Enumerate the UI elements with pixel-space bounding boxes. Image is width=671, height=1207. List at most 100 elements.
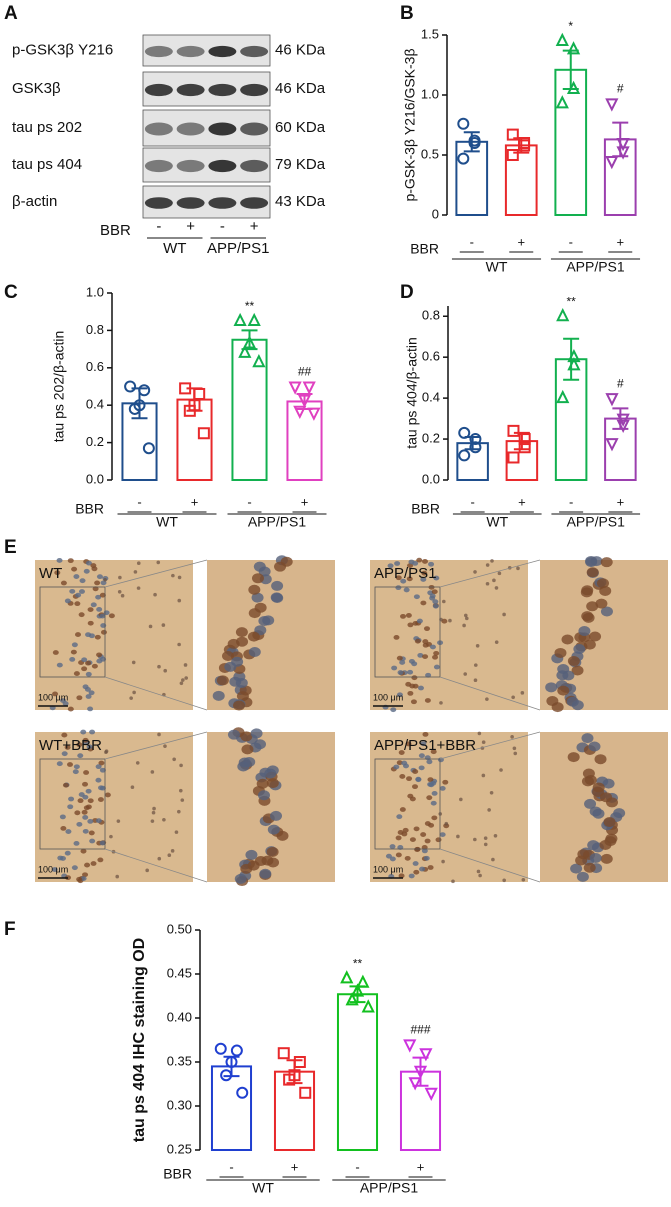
- y-axis-label: tau ps 202/β-actin: [51, 331, 67, 443]
- ihc-cell: [432, 603, 439, 609]
- x-tick-label: -: [569, 494, 573, 509]
- ihc-cell: [391, 665, 398, 671]
- inset-box: [374, 586, 441, 678]
- ihc-cell: [71, 642, 78, 648]
- ihc-cell: [431, 791, 438, 796]
- data-point: [297, 394, 312, 408]
- ihc-cell: [428, 561, 435, 567]
- ihc-cell: [418, 753, 425, 759]
- ihc-cell: [179, 763, 183, 768]
- data-point: [567, 357, 581, 371]
- ihc-cell: [99, 840, 106, 846]
- ihc-cell: [424, 698, 431, 703]
- ihc-cell: [52, 691, 59, 697]
- ihc-cell: [567, 752, 580, 763]
- ihc-cell: [557, 663, 570, 674]
- y-tick-label: 0.8: [86, 322, 104, 337]
- ihc-cell: [407, 622, 414, 628]
- connector: [439, 731, 541, 760]
- ihc-cell: [64, 850, 71, 856]
- x-tick-label: -: [470, 234, 474, 249]
- ihc-cell: [421, 844, 428, 850]
- ihc-cell: [512, 746, 517, 751]
- ihc-cell: [80, 848, 87, 854]
- lane-label: +: [186, 218, 195, 235]
- ihc-cell: [603, 817, 616, 828]
- ihc-cell: [163, 668, 168, 673]
- ihc-cell: [89, 729, 96, 735]
- ihc-cell: [108, 613, 115, 619]
- panel-letter: D: [400, 282, 414, 303]
- blot-row-label: p-GSK3β Y216: [12, 41, 113, 58]
- ihc-cell: [254, 602, 267, 613]
- y-tick-label: 0.45: [167, 965, 192, 980]
- ihc-cell: [405, 613, 412, 618]
- ihc-cell: [74, 810, 81, 816]
- blot-band: [240, 159, 269, 173]
- ihc-cell: [104, 750, 108, 755]
- ihc-cell: [404, 855, 411, 861]
- y-tick-label: 0.6: [422, 349, 440, 364]
- ihc-cell: [78, 589, 85, 594]
- y-tick-label: 0.35: [167, 1053, 192, 1068]
- x-tick-label: +: [291, 1159, 299, 1174]
- data-point: [242, 335, 257, 349]
- ihc-cell: [88, 690, 95, 696]
- ihc-cell: [115, 874, 120, 879]
- ihc-cell: [575, 855, 588, 866]
- ihc-cell: [56, 558, 63, 563]
- ihc-cell: [422, 731, 429, 737]
- ihc-cell: [485, 697, 489, 701]
- data-point: [293, 1056, 306, 1068]
- ihc-cell: [177, 809, 181, 814]
- ihc-cell: [97, 797, 104, 802]
- bar: [554, 68, 588, 216]
- ihc-cell: [502, 878, 506, 883]
- data-point: [506, 128, 519, 141]
- ihc-cell: [150, 819, 155, 823]
- ihc-cell: [172, 757, 176, 762]
- ihc-cell: [510, 735, 514, 739]
- y-tick-label: 1.5: [421, 26, 439, 41]
- ihc-cell: [412, 769, 419, 774]
- ihc-cell: [83, 770, 90, 775]
- ihc-cell: [100, 656, 107, 662]
- x-tick-label: +: [518, 494, 526, 509]
- ihc-cell: [85, 660, 92, 666]
- blot-band: [208, 122, 237, 136]
- ihc-cell: [162, 817, 166, 822]
- blot-band: [176, 45, 205, 58]
- blot-band: [144, 83, 173, 97]
- ihc-cell: [416, 618, 423, 624]
- ihc-cell: [271, 592, 284, 603]
- ihc-cell: [395, 575, 402, 581]
- ihc-cell: [408, 873, 415, 879]
- ihc-cell: [420, 577, 427, 582]
- ihc-cell: [475, 643, 480, 648]
- ihc-cell: [253, 561, 266, 572]
- blot-size: 46 KDa: [275, 80, 326, 97]
- lane-label: +: [250, 218, 259, 235]
- data-point: [252, 353, 266, 368]
- ihc-cell: [78, 612, 85, 618]
- data-point: [345, 992, 359, 1006]
- y-tick-label: 0: [432, 206, 439, 221]
- blot-band: [208, 83, 237, 97]
- significance: **: [566, 294, 576, 308]
- bar: [455, 140, 489, 216]
- ihc-cell: [270, 810, 283, 821]
- ihc-cell: [595, 598, 608, 609]
- ihc-cell: [402, 827, 409, 833]
- ihc-cell: [489, 791, 494, 795]
- data-point: [469, 433, 482, 446]
- y-tick-label: 0.30: [167, 1097, 192, 1112]
- data-point: [555, 32, 569, 46]
- blot-band: [144, 159, 173, 173]
- ihc-cell: [251, 592, 264, 603]
- data-point: [507, 424, 520, 437]
- ihc-cell: [499, 768, 503, 772]
- ihc-cell: [422, 639, 429, 644]
- ihc-cell: [412, 683, 419, 689]
- ihc-cell: [247, 860, 260, 871]
- ihc-cell: [451, 879, 455, 884]
